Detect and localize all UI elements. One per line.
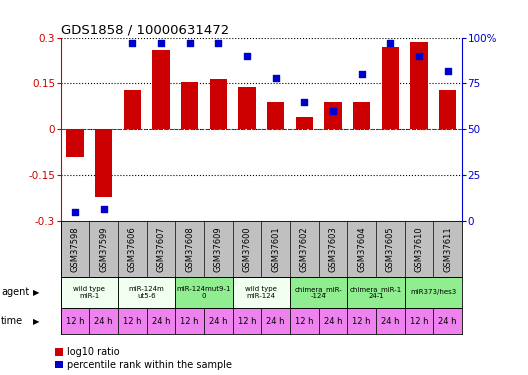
Text: 24 h: 24 h	[438, 317, 457, 326]
Text: 24 h: 24 h	[209, 317, 228, 326]
Text: GSM37606: GSM37606	[128, 226, 137, 272]
Text: 12 h: 12 h	[295, 317, 314, 326]
Text: GSM37608: GSM37608	[185, 226, 194, 272]
Point	[185, 40, 194, 46]
Point	[415, 53, 423, 59]
Bar	[204, 308, 233, 334]
Text: miR-124m
ut5-6: miR-124m ut5-6	[129, 286, 165, 298]
Point	[214, 40, 223, 46]
Text: wild type
miR-124: wild type miR-124	[246, 286, 277, 298]
Text: GSM37605: GSM37605	[386, 226, 395, 272]
Point	[71, 209, 79, 215]
Bar	[404, 308, 433, 334]
Point	[99, 206, 108, 212]
Text: GSM37603: GSM37603	[328, 226, 337, 272]
Text: GSM37598: GSM37598	[71, 226, 80, 272]
Point	[444, 68, 452, 74]
Text: 12 h: 12 h	[410, 317, 428, 326]
Text: GSM37609: GSM37609	[214, 226, 223, 272]
Text: GSM37611: GSM37611	[443, 226, 452, 272]
Text: 12 h: 12 h	[238, 317, 256, 326]
Text: 12 h: 12 h	[66, 317, 84, 326]
Bar	[267, 102, 284, 129]
Bar	[290, 277, 347, 308]
Point	[128, 40, 137, 46]
Text: chimera_miR-1
24-1: chimera_miR-1 24-1	[350, 286, 402, 299]
Bar	[153, 50, 169, 129]
Text: ▶: ▶	[33, 317, 39, 326]
Point	[386, 40, 394, 46]
Bar	[324, 102, 342, 129]
Bar	[61, 308, 89, 334]
Bar	[376, 308, 404, 334]
Bar	[404, 277, 462, 308]
Point	[243, 53, 251, 59]
Bar	[433, 308, 462, 334]
Text: miR-124mut9-1
0: miR-124mut9-1 0	[177, 286, 231, 298]
Text: GSM37607: GSM37607	[156, 226, 166, 272]
Bar	[89, 308, 118, 334]
Point	[271, 75, 280, 81]
Text: GSM37610: GSM37610	[414, 226, 423, 272]
Bar	[210, 79, 227, 129]
Text: 12 h: 12 h	[352, 317, 371, 326]
Bar	[175, 277, 233, 308]
Bar	[239, 87, 256, 129]
Text: miR373/hes3: miR373/hes3	[410, 290, 457, 296]
Bar	[261, 308, 290, 334]
Bar	[175, 308, 204, 334]
Bar	[319, 308, 347, 334]
Text: 24 h: 24 h	[381, 317, 400, 326]
Bar	[147, 308, 175, 334]
Bar	[353, 102, 370, 129]
Point	[300, 99, 308, 105]
Text: time: time	[1, 316, 23, 326]
Bar	[439, 90, 456, 129]
Bar	[410, 42, 428, 129]
Text: 24 h: 24 h	[324, 317, 342, 326]
Bar	[61, 277, 118, 308]
Bar	[124, 90, 141, 129]
Point	[357, 71, 366, 77]
Text: ▶: ▶	[33, 288, 39, 297]
Text: 24 h: 24 h	[152, 317, 171, 326]
Bar	[118, 308, 147, 334]
Text: wild type
miR-1: wild type miR-1	[73, 286, 105, 298]
Text: GSM37602: GSM37602	[300, 226, 309, 272]
Bar	[233, 277, 290, 308]
Bar	[296, 117, 313, 129]
Bar	[233, 308, 261, 334]
Text: 24 h: 24 h	[267, 317, 285, 326]
Text: agent: agent	[1, 287, 30, 297]
Point	[157, 40, 165, 46]
Text: GDS1858 / 10000631472: GDS1858 / 10000631472	[61, 23, 229, 36]
Bar	[347, 308, 376, 334]
Bar	[67, 129, 83, 157]
Text: chimera_miR-
-124: chimera_miR- -124	[295, 286, 343, 299]
Text: GSM37604: GSM37604	[357, 226, 366, 272]
Bar	[382, 47, 399, 129]
Text: GSM37600: GSM37600	[242, 226, 251, 272]
Text: GSM37599: GSM37599	[99, 226, 108, 272]
Bar	[347, 277, 404, 308]
Text: 24 h: 24 h	[95, 317, 113, 326]
Bar	[118, 277, 175, 308]
Bar	[181, 82, 199, 129]
Text: 12 h: 12 h	[123, 317, 142, 326]
Legend: log10 ratio, percentile rank within the sample: log10 ratio, percentile rank within the …	[55, 347, 232, 370]
Point	[329, 108, 337, 114]
Text: GSM37601: GSM37601	[271, 226, 280, 272]
Bar	[290, 308, 319, 334]
Bar	[95, 129, 112, 197]
Text: 12 h: 12 h	[181, 317, 199, 326]
